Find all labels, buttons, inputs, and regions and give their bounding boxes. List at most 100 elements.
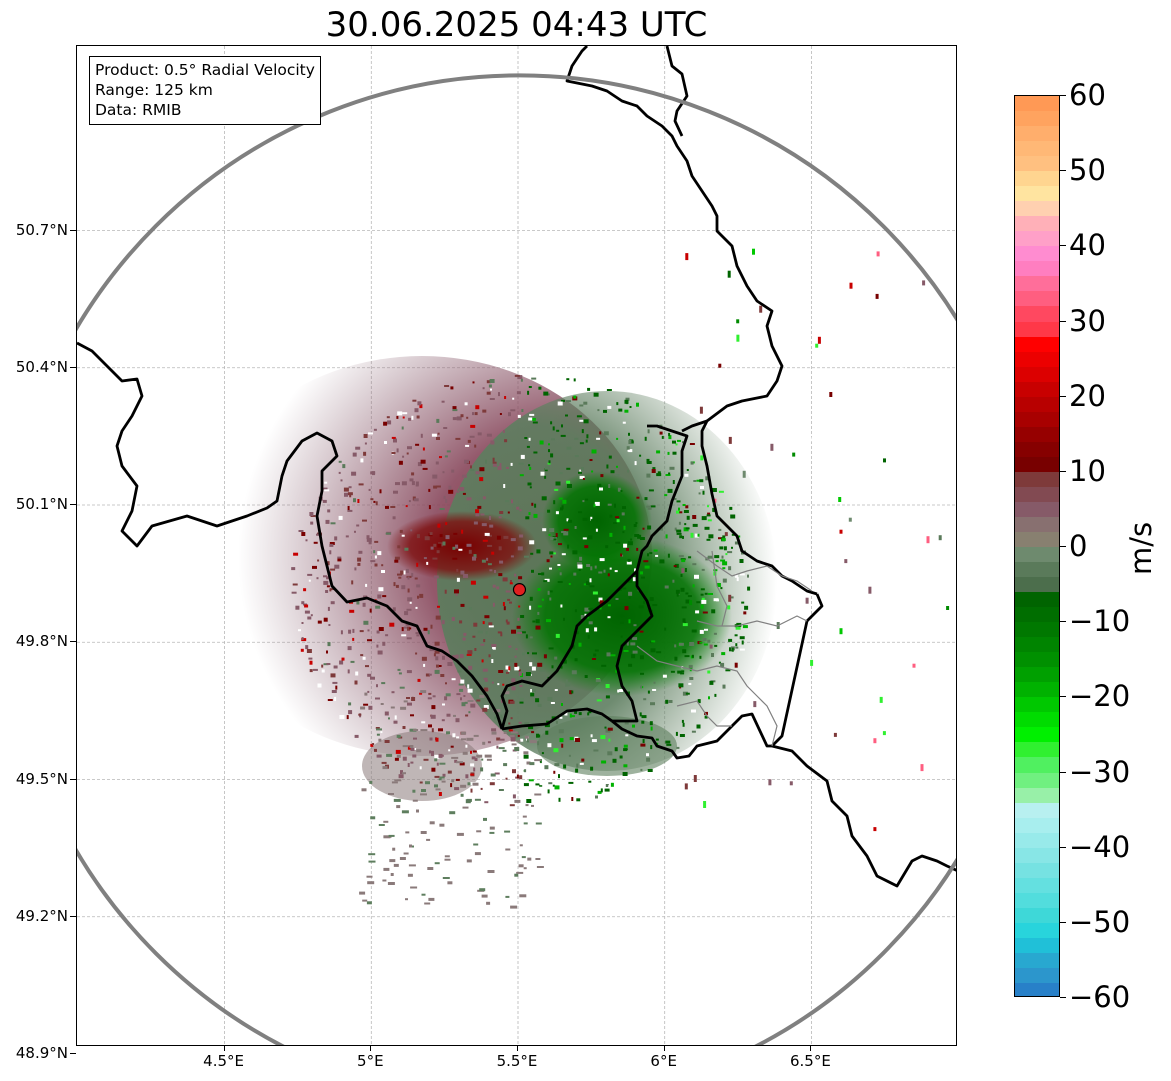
echo-pixel xyxy=(776,754,780,761)
echo-pixel xyxy=(713,598,719,602)
echo-pixel xyxy=(354,567,357,571)
echo-pixel xyxy=(586,564,591,567)
echo-pixel xyxy=(552,536,558,539)
radar-site-marker[interactable] xyxy=(512,583,527,597)
echo-pixel xyxy=(583,419,589,424)
echo-pixel xyxy=(713,632,717,635)
echo-pixel xyxy=(607,616,611,619)
echo-pixel xyxy=(519,894,527,898)
echo-pixel xyxy=(531,666,536,671)
echo-pixel xyxy=(646,753,649,757)
echo-pixel xyxy=(731,533,736,536)
echo-pixel xyxy=(808,437,812,442)
echo-pixel xyxy=(607,604,611,607)
echo-pixel xyxy=(512,397,515,400)
echo-pixel xyxy=(472,635,476,638)
echo-pixel xyxy=(446,713,451,717)
echo-pixel xyxy=(452,546,456,550)
echo-pixel xyxy=(623,650,629,652)
echo-pixel xyxy=(351,580,354,585)
echo-pixel xyxy=(590,734,593,738)
echo-pixel xyxy=(946,606,950,610)
echo-pixel xyxy=(606,389,612,391)
echo-pixel xyxy=(514,662,518,667)
echo-pixel xyxy=(444,385,450,387)
echo-pixel xyxy=(378,627,384,631)
echo-pixel xyxy=(617,487,621,492)
echo-pixel xyxy=(428,505,431,510)
radar-map[interactable] xyxy=(76,45,957,1046)
echo-pixel xyxy=(672,480,675,484)
echo-pixel xyxy=(541,572,545,576)
echo-pixel xyxy=(697,533,700,537)
echo-pixel xyxy=(505,895,510,898)
echo-pixel xyxy=(592,658,596,660)
echo-pixel xyxy=(637,534,642,539)
echo-pixel xyxy=(682,535,684,539)
echo-pixel xyxy=(707,639,711,643)
echo-pixel xyxy=(492,584,496,588)
echo-pixel xyxy=(707,512,711,515)
echo-pixel xyxy=(491,731,497,735)
echo-pixel xyxy=(394,757,399,761)
echo-pixel xyxy=(435,615,441,620)
echo-pixel xyxy=(310,521,314,525)
echo-pixel xyxy=(586,434,589,439)
country-borders xyxy=(77,46,956,888)
echo-pixel xyxy=(601,664,607,667)
echo-pixel xyxy=(579,762,584,765)
echo-pixel xyxy=(437,432,440,435)
echo-pixel xyxy=(405,831,410,834)
echo-pixel xyxy=(714,693,717,697)
echo-pixel xyxy=(672,579,675,583)
lat-tick-label: 48.9°N xyxy=(15,1044,68,1062)
echo-pixel xyxy=(678,683,684,688)
echo-pixel xyxy=(519,701,524,704)
colorbar-segment xyxy=(1015,952,1059,969)
echo-pixel xyxy=(499,463,502,467)
range-ring xyxy=(77,73,956,1045)
echo-pixel xyxy=(593,653,597,657)
echo-pixel xyxy=(615,474,620,477)
echo-pixel xyxy=(489,782,495,786)
echo-pixel xyxy=(712,507,716,512)
echo-pixel xyxy=(326,663,331,665)
echo-pixel xyxy=(702,638,707,641)
colorbar-segment xyxy=(1015,351,1059,368)
echo-pixel xyxy=(739,636,745,640)
echo-pixel xyxy=(664,585,669,589)
echo-pixel xyxy=(605,545,609,549)
echo-pixel xyxy=(528,386,532,388)
echo-pixel xyxy=(531,731,535,734)
echo-pixel xyxy=(437,523,441,528)
echo-pixel xyxy=(306,649,312,653)
echo-pixel xyxy=(680,574,683,577)
echo-pixel xyxy=(484,801,489,804)
echo-pixel xyxy=(366,535,370,540)
echo-pixel xyxy=(337,558,342,562)
echo-pixel xyxy=(361,788,367,792)
echo-pixel xyxy=(394,559,399,563)
echo-pixel xyxy=(882,731,886,736)
echo-pixel xyxy=(411,572,414,577)
echo-pixel xyxy=(736,577,739,582)
echo-pixel xyxy=(334,536,338,541)
echo-pixel xyxy=(628,440,632,444)
echo-pixel xyxy=(309,660,313,665)
echo-pixel xyxy=(727,605,731,610)
echo-pixel xyxy=(670,670,675,673)
echo-pixel xyxy=(673,565,677,568)
echo-pixel xyxy=(676,532,682,535)
echo-pixel xyxy=(531,804,534,807)
colorbar-segment xyxy=(1015,937,1059,954)
echo-pixel xyxy=(413,729,419,731)
colorbar-segment xyxy=(1015,982,1059,996)
echo-pixel xyxy=(421,656,427,661)
echo-pixel xyxy=(599,558,605,562)
echo-pixel xyxy=(410,529,413,532)
echo-pixel xyxy=(516,871,524,874)
echo-pixel xyxy=(639,630,644,633)
echo-pixel xyxy=(674,644,677,648)
echo-pixel xyxy=(734,573,738,578)
echo-pixel xyxy=(407,597,413,602)
